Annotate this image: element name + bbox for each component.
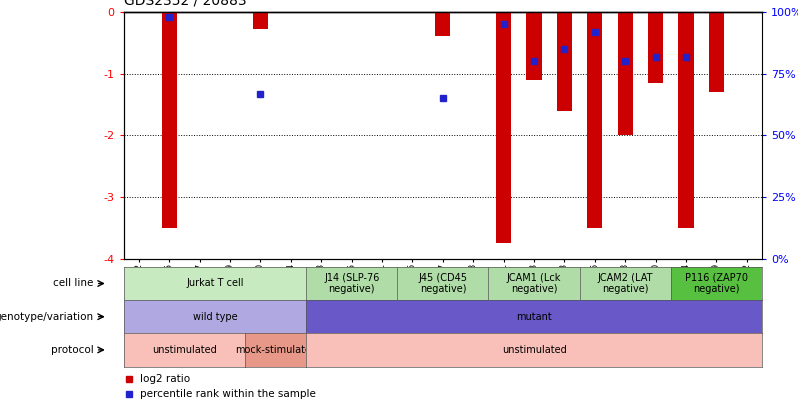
Text: mutant: mutant [516, 312, 552, 322]
Bar [678, 12, 693, 228]
Text: JCAM1 (Lck
negative): JCAM1 (Lck negative) [507, 273, 561, 294]
Text: Jurkat T cell: Jurkat T cell [186, 279, 243, 288]
Bar [648, 12, 663, 83]
Bar [527, 12, 542, 80]
Bar [435, 12, 451, 36]
Text: mock-stimulated: mock-stimulated [235, 345, 317, 355]
Bar [496, 12, 512, 243]
Bar [557, 12, 572, 111]
Text: J14 (SLP-76
negative): J14 (SLP-76 negative) [324, 273, 379, 294]
Text: JCAM2 (LAT
negative): JCAM2 (LAT negative) [598, 273, 653, 294]
Text: percentile rank within the sample: percentile rank within the sample [140, 389, 316, 399]
Text: protocol: protocol [50, 345, 93, 355]
Bar [162, 12, 177, 228]
Text: wild type: wild type [192, 312, 237, 322]
Bar [253, 12, 268, 30]
Bar [618, 12, 633, 136]
Text: GDS2352 / 20883: GDS2352 / 20883 [124, 0, 247, 7]
Text: unstimulated: unstimulated [502, 345, 567, 355]
Text: P116 (ZAP70
negative): P116 (ZAP70 negative) [685, 273, 748, 294]
Bar [709, 12, 724, 92]
Text: cell line: cell line [53, 279, 93, 288]
Text: genotype/variation: genotype/variation [0, 312, 93, 322]
Bar [587, 12, 602, 228]
Text: unstimulated: unstimulated [152, 345, 217, 355]
Text: J45 (CD45
negative): J45 (CD45 negative) [418, 273, 468, 294]
Text: log2 ratio: log2 ratio [140, 374, 191, 384]
